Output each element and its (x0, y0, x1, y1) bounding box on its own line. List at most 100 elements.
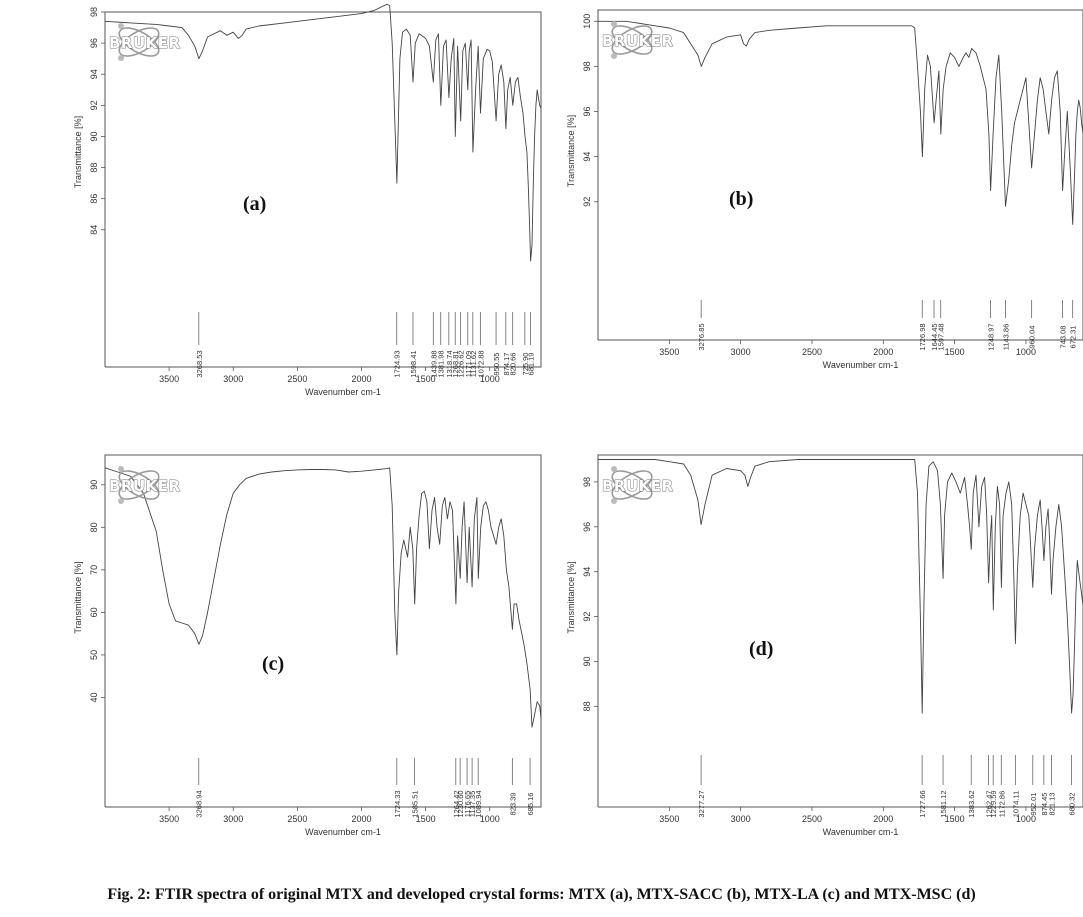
peak-label-d-0: 3277.27 (697, 790, 706, 817)
peak-label-b-5: 1143.86 (1001, 324, 1010, 351)
y-tick-label-a-98: 98 (89, 7, 99, 17)
x-tick-label-d-1000: 1000 (1016, 814, 1036, 824)
peak-label-a-8: 1171.09 (464, 351, 473, 378)
logo-text-d: BRUKER (602, 477, 674, 495)
logo-node-2-a (118, 55, 124, 61)
peak-label-b-2: 1644.45 (930, 323, 939, 350)
y-tick-label-a-92: 92 (89, 100, 99, 110)
x-tick-label-d-1500: 1500 (945, 814, 965, 824)
x-tick-label-c-1500: 1500 (416, 814, 436, 824)
peak-label-a-14: 725.90 (521, 353, 530, 376)
spectrum-chart-b: 92 94 96 98 100 Transmittance [%] 3500 3000 2500… (566, 9, 1083, 370)
y-tick-label-d-88: 88 (582, 701, 592, 711)
y-tick-label-a-86: 86 (89, 194, 99, 204)
logo-orbit-2-d (611, 470, 653, 500)
x-tick-label-c-2000: 2000 (351, 814, 371, 824)
peak-label-d-1: 1727.66 (918, 790, 927, 817)
peak-label-b-6: 960.04 (1028, 326, 1037, 349)
x-tick-label-c-2500: 2500 (287, 814, 307, 824)
x-axis-title-c: Wavenumber cm-1 (305, 827, 381, 837)
peak-label-c-0: 3268.94 (195, 790, 204, 817)
peak-label-d-7: 1074.11 (1011, 791, 1020, 818)
x-tick-label-a-2500: 2500 (287, 374, 307, 384)
peak-label-c-4: 1230.60 (456, 790, 465, 817)
logo-orbit-1-c (118, 470, 160, 500)
peak-label-b-8: 672.31 (1069, 326, 1078, 349)
peak-label-a-4: 1381.98 (437, 350, 446, 377)
bruker-logo-b: BRUKER (602, 21, 674, 59)
peak-label-a-15: 681.19 (527, 353, 536, 376)
peak-label-d-2: 1581.12 (939, 790, 948, 817)
peak-label-a-5: 1318.74 (445, 350, 454, 377)
logo-orbit-2-a (118, 27, 160, 57)
x-tick-label-a-2000: 2000 (351, 374, 371, 384)
plot-frame-b (597, 9, 1083, 341)
x-tick-label-c-3000: 3000 (223, 814, 243, 824)
peak-label-c-9: 685.16 (526, 793, 535, 816)
x-tick-label-b-1000: 1000 (1016, 347, 1036, 357)
spectrum-panel-d: 88 90 92 94 96 98 Transmittance [%] 3500 3000 250… (541, 440, 1083, 880)
spectrum-line-a (104, 3, 542, 262)
logo-text-c: BRUKER (109, 477, 181, 495)
y-tick-label-a-88: 88 (89, 163, 99, 173)
x-tick-label-c-1000: 1000 (480, 814, 500, 824)
peak-label-b-3: 1597.48 (937, 323, 946, 350)
spectrum-panel-c: 40 50 60 70 80 90 Transmittance [%] 3500 3000 250… (0, 440, 542, 880)
panel-label-c: (c) (262, 653, 284, 675)
logo-orbit-2-c (118, 470, 160, 500)
y-axis-title-d: Transmittance [%] (566, 561, 576, 633)
y-tick-label-d-98: 98 (582, 477, 592, 487)
bruker-logo-d: BRUKER (602, 466, 674, 504)
y-tick-label-d-96: 96 (582, 522, 592, 532)
x-tick-label-c-3500: 3500 (159, 814, 179, 824)
y-tick-label-b-92: 92 (582, 197, 592, 207)
peak-label-c-1: 1724.33 (393, 790, 402, 817)
peak-label-a-3: 1439.88 (429, 350, 438, 377)
x-tick-label-a-3500: 3500 (159, 374, 179, 384)
peak-label-d-11: 680.32 (1068, 793, 1077, 816)
x-tick-label-b-2000: 2000 (873, 347, 893, 357)
bruker-logo-a: BRUKER (109, 23, 181, 61)
x-tick-label-d-3000: 3000 (731, 814, 751, 824)
logo-text-b: BRUKER (602, 32, 674, 50)
panel-label-b: (b) (729, 188, 753, 210)
panel-label-box-b (746, 183, 841, 213)
y-tick-label-c-50: 50 (89, 650, 99, 660)
spectrum-chart-c: 40 50 60 70 80 90 Transmittance [%] 3500 3000 250… (73, 454, 542, 837)
peak-label-c-5: 1176.65 (463, 791, 472, 818)
peak-label-b-7: 743.08 (1059, 326, 1068, 349)
y-tick-label-a-96: 96 (89, 38, 99, 48)
y-tick-label-d-92: 92 (582, 612, 592, 622)
x-tick-label-a-3000: 3000 (223, 374, 243, 384)
spectrum-line-d (598, 459, 1083, 714)
y-tick-label-c-80: 80 (89, 522, 99, 532)
peak-label-b-1: 1726.98 (918, 323, 927, 350)
y-tick-label-c-40: 40 (89, 692, 99, 702)
y-tick-label-b-96: 96 (582, 107, 592, 117)
peak-label-a-6: 1268.81 (451, 350, 460, 377)
y-axis-title-c: Transmittance [%] (73, 561, 83, 633)
peak-label-d-4: 1262.47 (985, 790, 994, 817)
y-tick-label-d-90: 90 (582, 656, 592, 666)
peak-label-d-10: 821.13 (1047, 793, 1056, 816)
x-tick-label-b-3000: 3000 (731, 347, 751, 357)
y-tick-label-b-100: 100 (582, 14, 592, 29)
peak-label-a-9: 1131.62 (469, 351, 478, 378)
plot-frame-d (597, 454, 1083, 808)
logo-node-1-d (611, 466, 617, 472)
logo-node-2-b (611, 53, 617, 59)
x-axis-title-d: Wavenumber cm-1 (823, 827, 899, 837)
x-tick-label-a-1500: 1500 (416, 374, 436, 384)
spectrum-panel-a: 84 86 88 90 92 94 96 98 Transmittance [%] 3500 300… (0, 0, 542, 440)
spectrum-line-c (104, 467, 542, 728)
logo-text-a: BRUKER (109, 34, 181, 52)
logo-orbit-1-b (611, 25, 653, 55)
panel-label-a: (a) (243, 193, 266, 215)
peak-label-b-0: 3276.85 (697, 323, 706, 350)
logo-node-2-c (118, 498, 124, 504)
logo-node-1-b (611, 21, 617, 27)
y-tick-label-a-90: 90 (89, 131, 99, 141)
peak-label-c-8: 823.39 (508, 793, 517, 816)
peak-label-a-1: 1724.93 (393, 350, 402, 377)
peak-label-a-0: 3268.53 (195, 350, 204, 377)
